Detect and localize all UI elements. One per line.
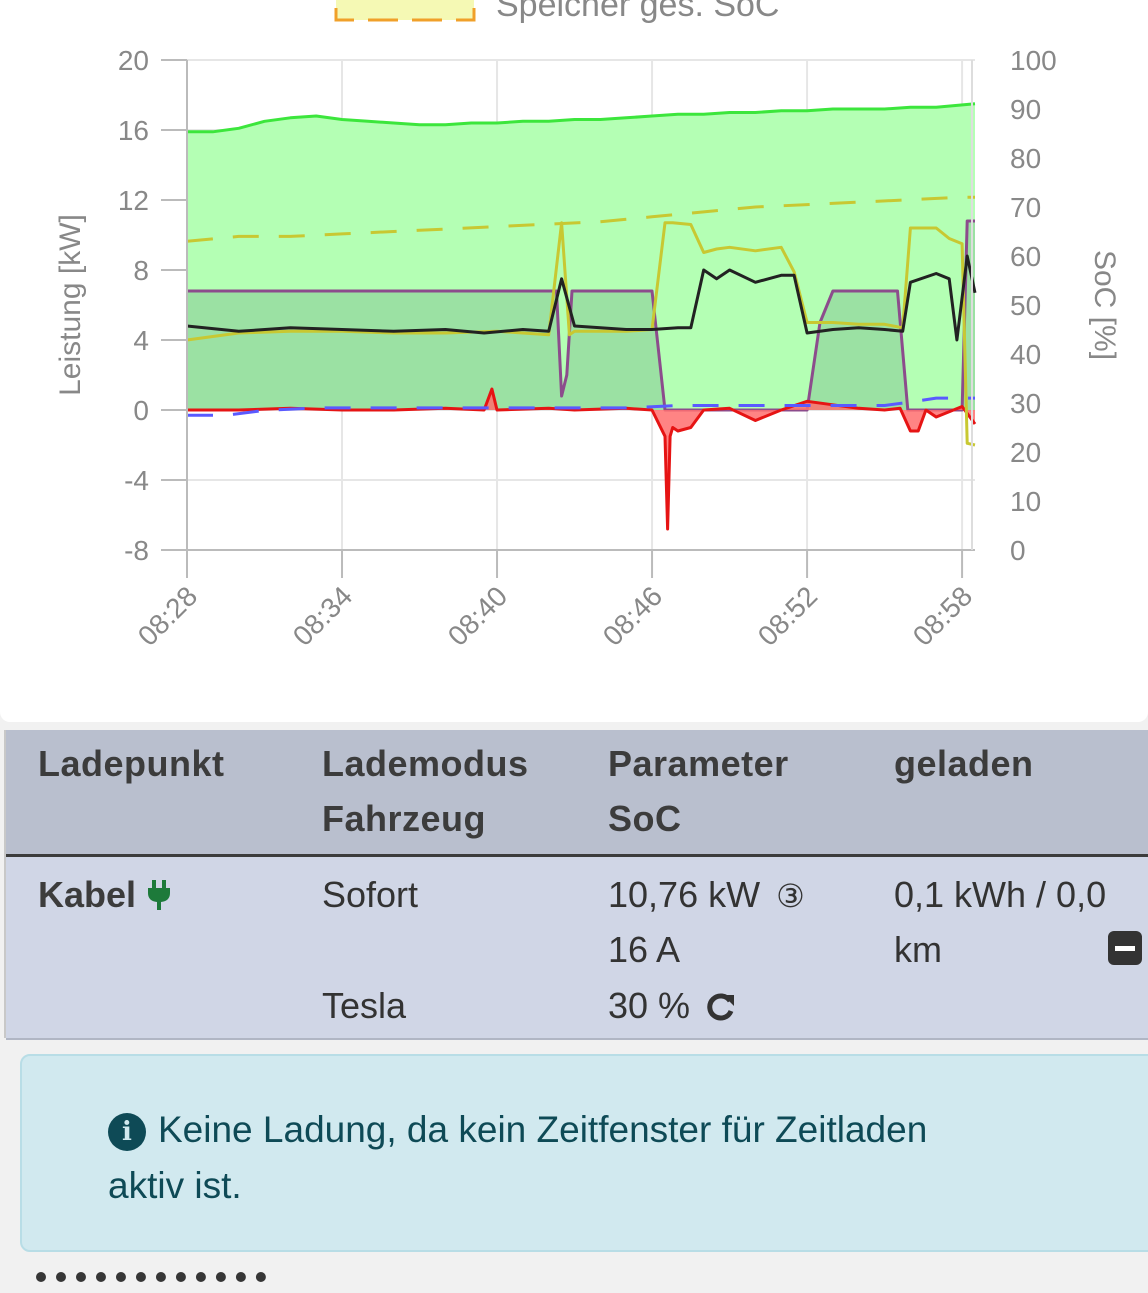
parameter-current-value: 16 A: [608, 929, 681, 970]
parameter-power-value: 10,76 kW: [608, 874, 761, 915]
header-fahrzeug: Fahrzeug: [322, 798, 487, 839]
x-tick-label: 08:58: [907, 580, 978, 651]
x-tick-label: 08:52: [752, 580, 823, 651]
y-tick-label-right: 50: [1010, 290, 1041, 321]
y-tick-label-right: 60: [1010, 241, 1041, 272]
legend-entry-storage-soc[interactable]: Speicher ges. SoC: [334, 0, 780, 24]
info-alert: i Keine Ladung, da kein Zeitfenster für Z…: [20, 1054, 1148, 1252]
legend-label: Speicher ges. SoC: [496, 0, 780, 24]
lademodus-value[interactable]: Sofort: [322, 874, 419, 915]
minus-square-icon[interactable]: [1108, 931, 1142, 965]
series-line-hausverbrauch: [186, 254, 977, 342]
parameter-power-cell: 10,76 kW ③: [608, 867, 805, 924]
table-header: Ladepunkt Lademodus Fahrzeug Parameter S…: [6, 730, 1148, 857]
x-tick-label: 08:34: [287, 580, 358, 651]
info-icon: i: [108, 1113, 146, 1151]
legend-swatch: [334, 0, 476, 22]
ladepunkt-cell: Kabel: [38, 867, 172, 923]
power-chart: Speicher ges. SoC 201612840-4-8100908070…: [54, 0, 1121, 652]
alert-text-line1: Keine Ladung, da kein Zeitfenster für Ze…: [158, 1109, 928, 1150]
x-tick-label: 08:46: [597, 580, 668, 651]
soc-value: 30 %: [608, 985, 691, 1026]
alert-message: i Keine Ladung, da kein Zeitfenster für Z…: [108, 1102, 1108, 1214]
y-axis-left-title: Leistung [kW]: [54, 214, 87, 396]
charging-point-table: Ladepunkt Lademodus Fahrzeug Parameter S…: [4, 730, 1148, 1040]
soc-cell: 30 %: [608, 978, 736, 1034]
series-line-fahrzeug-soc: [187, 396, 975, 417]
x-tick-label: 08:28: [132, 580, 203, 651]
y-axis-right-title: SoC [%]: [1088, 250, 1121, 360]
header-ladepunkt: Ladepunkt: [38, 743, 225, 784]
refresh-icon[interactable]: [706, 992, 736, 1022]
next-section-peek: [36, 1272, 266, 1293]
series-line-speicherleistung: [186, 221, 976, 447]
y-tick-label-right: 40: [1010, 339, 1041, 370]
x-tick-label: 08:40: [442, 580, 513, 651]
y-tick-label-right: 100: [1010, 45, 1057, 76]
y-tick-label-right: 0: [1010, 535, 1026, 566]
y-tick-label-right: 10: [1010, 486, 1041, 517]
header-soc: SoC: [608, 798, 682, 839]
y-tick-label-right: 20: [1010, 437, 1041, 468]
y-tick-label-left: 4: [133, 325, 149, 356]
y-tick-label-left: 12: [118, 185, 149, 216]
chart-series: [186, 102, 977, 531]
phases-icon: ③: [776, 878, 805, 914]
geladen-value-line1: 0,1 kWh / 0,0: [894, 874, 1107, 915]
y-tick-label-left: -8: [124, 535, 149, 566]
series-area-ladeleistung: [187, 221, 975, 410]
ladepunkt-name: Kabel: [38, 874, 137, 915]
header-lademodus: Lademodus: [322, 743, 529, 784]
y-tick-label-left: -4: [124, 465, 149, 496]
power-chart-card: Speicher ges. SoC 20 16 12 8 4 0 -4 -8 100 90 80 70…: [0, 0, 1148, 722]
y-tick-label-right: 70: [1010, 192, 1041, 223]
series-line-speicher-ges-soc: [186, 195, 975, 243]
y-tick-label-right: 80: [1010, 143, 1041, 174]
fahrzeug-value[interactable]: Tesla: [322, 985, 407, 1026]
header-parameter: Parameter: [608, 743, 789, 784]
alert-text-line2: aktiv ist.: [108, 1165, 242, 1206]
y-tick-label-right: 30: [1010, 388, 1041, 419]
series-line-pv: [187, 102, 976, 134]
table-row[interactable]: Kabel Sofort Tesla 10,76 kW ③ 16 A 30 % …: [6, 857, 1148, 1040]
y-tick-label-right: 90: [1010, 94, 1041, 125]
header-geladen: geladen: [894, 743, 1034, 784]
y-tick-label-left: 8: [133, 255, 149, 286]
y-tick-label-left: 20: [118, 45, 149, 76]
plug-icon: [148, 880, 171, 910]
y-tick-label-left: 16: [118, 115, 149, 146]
y-tick-label-left: 0: [133, 395, 149, 426]
geladen-value-line2: km: [894, 929, 942, 970]
